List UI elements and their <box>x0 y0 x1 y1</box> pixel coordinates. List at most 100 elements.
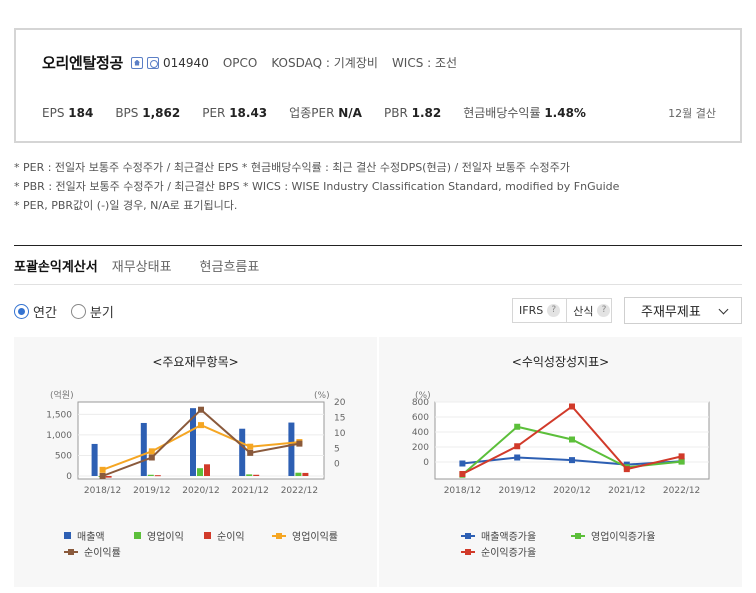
market-info: KOSDAQ : 기계장비 <box>271 56 378 70</box>
point-순이익증가율 <box>514 443 521 450</box>
legend-op-margin: 영업이익률 <box>272 528 338 543</box>
radio-dot-selected <box>14 304 29 319</box>
plot-area <box>77 401 325 480</box>
bar-순이익 <box>105 476 112 478</box>
bar-순이익 <box>204 464 210 476</box>
stat-eps: EPS 184 <box>42 105 94 120</box>
y-tick-label: 400 <box>412 428 429 438</box>
point-순이익증가율 <box>459 471 466 477</box>
point-영업이익률 <box>247 443 254 450</box>
legend-swatch <box>571 532 585 539</box>
stock-code: 014940 <box>163 55 209 70</box>
point-매출액증가율 <box>459 460 466 467</box>
legend-net-growth: 순이익증가율 <box>461 544 536 559</box>
tab-cash-flow[interactable]: 현금흐름표 <box>199 260 260 275</box>
legend-swatch <box>461 548 475 555</box>
english-name: OPCO <box>222 55 258 70</box>
legend-net-margin: 순이익률 <box>64 544 121 559</box>
bar-순이익 <box>302 472 309 476</box>
radio-annual[interactable]: 연간 <box>14 302 57 321</box>
point-순이익률 <box>148 454 155 461</box>
x-tick-label: 2021/12 <box>608 486 645 496</box>
legend-label: 순이익률 <box>84 548 121 559</box>
stat-sector-per: 업종PER N/A <box>289 106 362 120</box>
help-icon[interactable]: ? <box>547 304 561 317</box>
y-tick-label-right: 15 <box>334 413 345 423</box>
legend-label: 순이익 <box>217 532 245 543</box>
point-순이익률 <box>247 449 254 456</box>
legend-label: 영업이익증가율 <box>591 532 656 543</box>
bar-매출액 <box>91 443 98 476</box>
y-tick-label-left: 500 <box>55 451 72 461</box>
point-순이익률 <box>198 406 204 413</box>
radio-quarter[interactable]: 분기 <box>70 302 114 321</box>
x-tick-label: 2019/12 <box>499 486 536 496</box>
legend-op-profit: 영업이익 <box>134 528 184 543</box>
bar-순이익 <box>253 474 260 476</box>
ifrs-label: IFRS <box>519 304 544 317</box>
growth-indicators-panel: <수익성장성지표> (%) 0 200 400 600 800 2018/12 2019/12… <box>379 337 742 587</box>
y-tick-label-right: 5 <box>334 444 340 454</box>
bar-영업이익 <box>246 474 253 476</box>
point-영업이익증가율 <box>678 458 685 465</box>
point-순이익증가율 <box>569 403 575 410</box>
wics-info: WICS : 조선 <box>391 56 458 70</box>
tab-income-statement[interactable]: 포괄손익계산서 <box>14 260 98 275</box>
ifrs-button[interactable]: IFRS ? <box>513 299 566 322</box>
point-매출액증가율 <box>514 454 521 461</box>
bar-순이익 <box>154 475 161 477</box>
legend-swatch <box>64 548 78 555</box>
point-영업이익률 <box>148 448 155 455</box>
report-icon[interactable] <box>147 56 160 69</box>
legend-label: 매출액증가율 <box>481 532 537 543</box>
statement-tabs: 포괄손익계산서 재무상태표 현금흐름표 <box>14 256 287 285</box>
point-순이익증가율 <box>678 453 685 460</box>
point-영업이익률 <box>198 422 204 429</box>
y-tick-label: 200 <box>412 443 429 453</box>
footnote-line: * PBR : 전일자 보통주 수정주가 / 최근결산 BPS * WICS :… <box>14 180 620 193</box>
legend-net-income: 순이익 <box>204 528 245 543</box>
bar-매출액 <box>288 422 295 476</box>
company-name: 오리엔탈정공 <box>42 54 124 72</box>
point-영업이익률 <box>99 466 106 473</box>
bar-매출액 <box>140 422 147 476</box>
footnote-line: * PER : 전일자 보통주 수정주가 / 최근결산 EPS * 현금배당수익… <box>14 161 570 174</box>
tabs-bottom-divider <box>14 284 742 285</box>
x-tick-label: 2020/12 <box>553 486 590 496</box>
legend-op-growth: 영업이익증가율 <box>571 528 655 543</box>
settlement-month: 12월 결산 <box>668 106 716 120</box>
bar-매출액 <box>190 408 196 476</box>
y-axis-unit: (%) <box>415 391 431 401</box>
radio-quarter-label: 분기 <box>89 306 114 321</box>
chart-title: <주요재무항목> <box>152 355 239 369</box>
home-icon[interactable] <box>131 56 144 69</box>
legend-label: 영업이익률 <box>292 532 338 543</box>
period-selector: 연간 분기 <box>14 302 128 321</box>
formula-button[interactable]: 산식 ? <box>566 299 616 322</box>
y-tick-label-right: 0 <box>334 460 340 470</box>
y-tick-label-left: 1,500 <box>46 410 72 420</box>
bar-매출액 <box>239 428 246 476</box>
ifrs-formula-controls: IFRS ? 산식 ? <box>512 298 612 323</box>
legend-label: 순이익증가율 <box>481 548 537 559</box>
y-tick-label-right: 20 <box>334 398 346 408</box>
y-tick-label-right: 10 <box>334 429 346 439</box>
company-title-row: 오리엔탈정공 014940 OPCO KOSDAQ : 기계장비 WICS : … <box>42 52 457 73</box>
legend-swatch <box>461 532 475 539</box>
legend-revenue-growth: 매출액증가율 <box>461 528 536 543</box>
point-영업이익증가율 <box>569 436 575 443</box>
y-axis-unit-right: (%) <box>314 391 330 401</box>
tabs-top-divider <box>14 245 742 246</box>
formula-label: 산식 <box>573 304 594 318</box>
stat-per: PER 18.43 <box>202 105 268 120</box>
help-icon[interactable]: ? <box>597 304 611 317</box>
x-tick-label: 2022/12 <box>281 486 318 496</box>
statement-type-select[interactable]: 주재무제표 <box>624 297 742 324</box>
tab-balance-sheet[interactable]: 재무상태표 <box>111 260 172 275</box>
bar-영업이익 <box>147 474 154 476</box>
point-순이익률 <box>296 440 303 447</box>
legend-label: 매출액 <box>77 532 105 543</box>
stat-bps: BPS 1,862 <box>115 105 181 120</box>
y-tick-label-left: 1,000 <box>46 431 72 441</box>
footnotes: * PER : 전일자 보통주 수정주가 / 최근결산 EPS * 현금배당수익… <box>14 158 619 215</box>
